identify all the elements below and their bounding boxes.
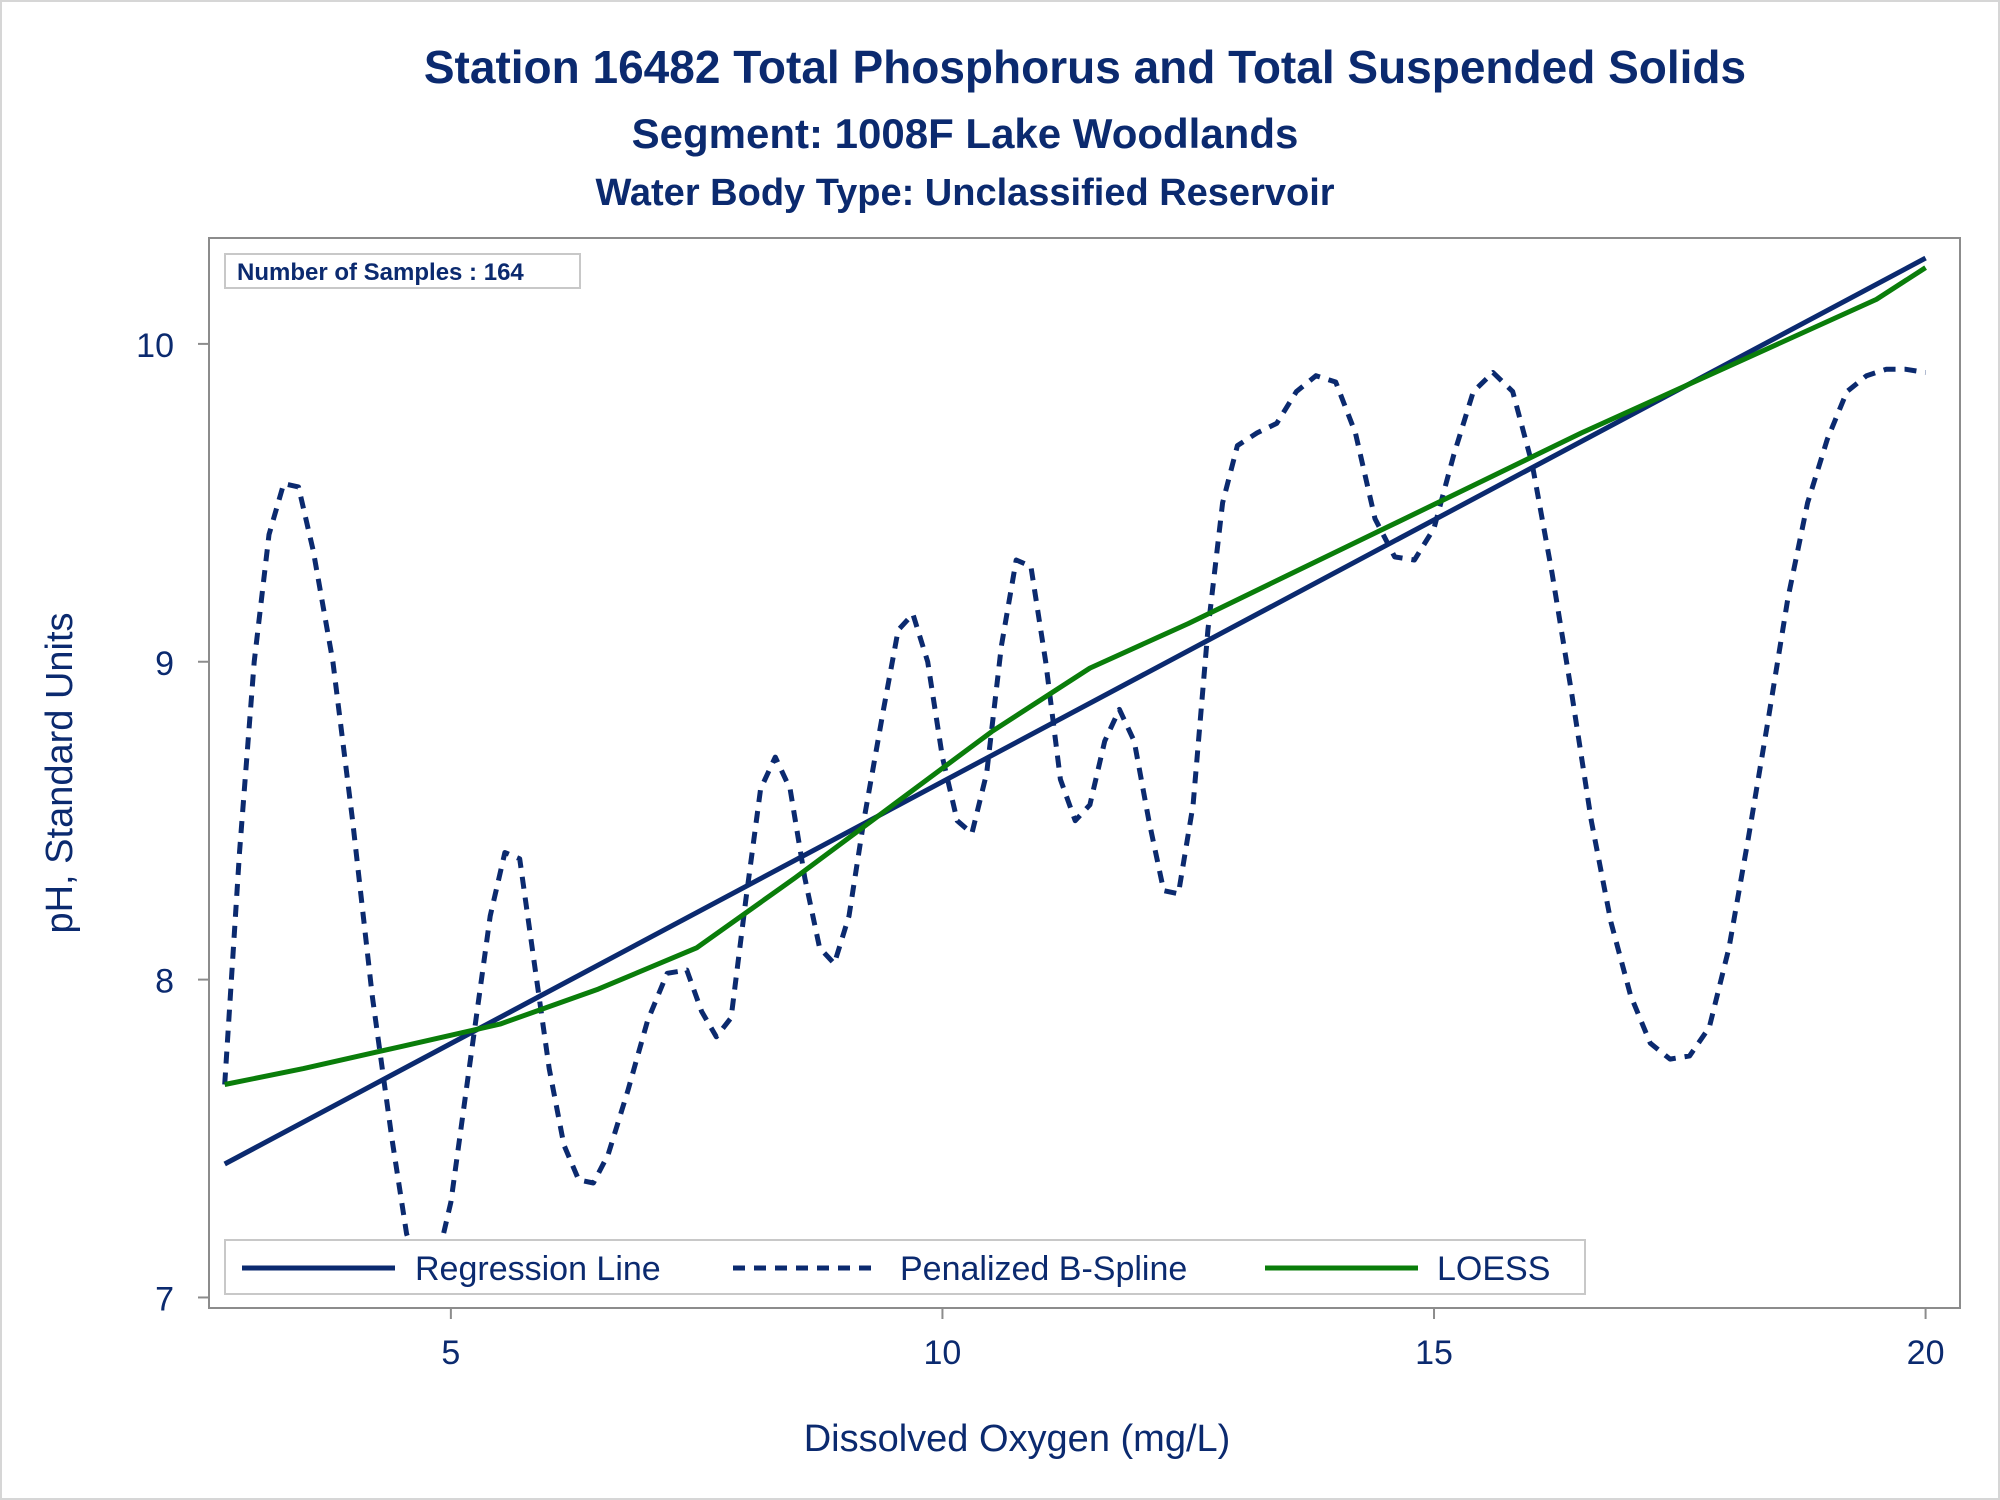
legend-label: Regression Line	[415, 1250, 661, 1288]
y-axis-label: pH, Standard Units	[39, 612, 81, 933]
x-tick-label: 10	[924, 1334, 962, 1372]
plot-area-border	[208, 237, 1961, 1309]
y-tick-label: 7	[155, 1280, 174, 1318]
annotation-frame	[224, 253, 581, 289]
x-tick-label: 15	[1415, 1334, 1453, 1372]
y-tick-label: 8	[155, 963, 174, 1001]
legend: Regression Line Penalized B-Spline LOESS	[224, 1239, 1586, 1295]
x-tick-label: 5	[441, 1334, 460, 1372]
series-layer	[222, 255, 1927, 1278]
series-line-regression-line	[223, 255, 1927, 1167]
y-tick-label: 9	[155, 645, 174, 683]
x-axis-label: Dissolved Oxygen (mg/L)	[804, 1418, 1231, 1460]
chart-subtitle: Segment: 1008F Lake Woodlands	[632, 110, 1299, 157]
sample-count-annotation: Number of Samples : 164	[237, 259, 524, 286]
series-line-loess	[224, 265, 1927, 1087]
chart-subtitle-2: Water Body Type: Unclassified Reservoir	[595, 172, 1334, 214]
x-axis: 5 10 15 20	[441, 1307, 1945, 1372]
y-tick-label: 10	[136, 327, 174, 365]
chart-title: Station 16482 Total Phosphorus and Total…	[424, 41, 1746, 93]
y-axis: 7 8 9 10	[136, 327, 210, 1318]
x-tick-label: 20	[1907, 1334, 1945, 1372]
series-line-penalized-b-spline	[222, 366, 1927, 1278]
annotation-box: Number of Samples : 164	[224, 253, 581, 289]
legend-label: Penalized B-Spline	[900, 1250, 1187, 1288]
legend-label: LOESS	[1437, 1250, 1550, 1288]
